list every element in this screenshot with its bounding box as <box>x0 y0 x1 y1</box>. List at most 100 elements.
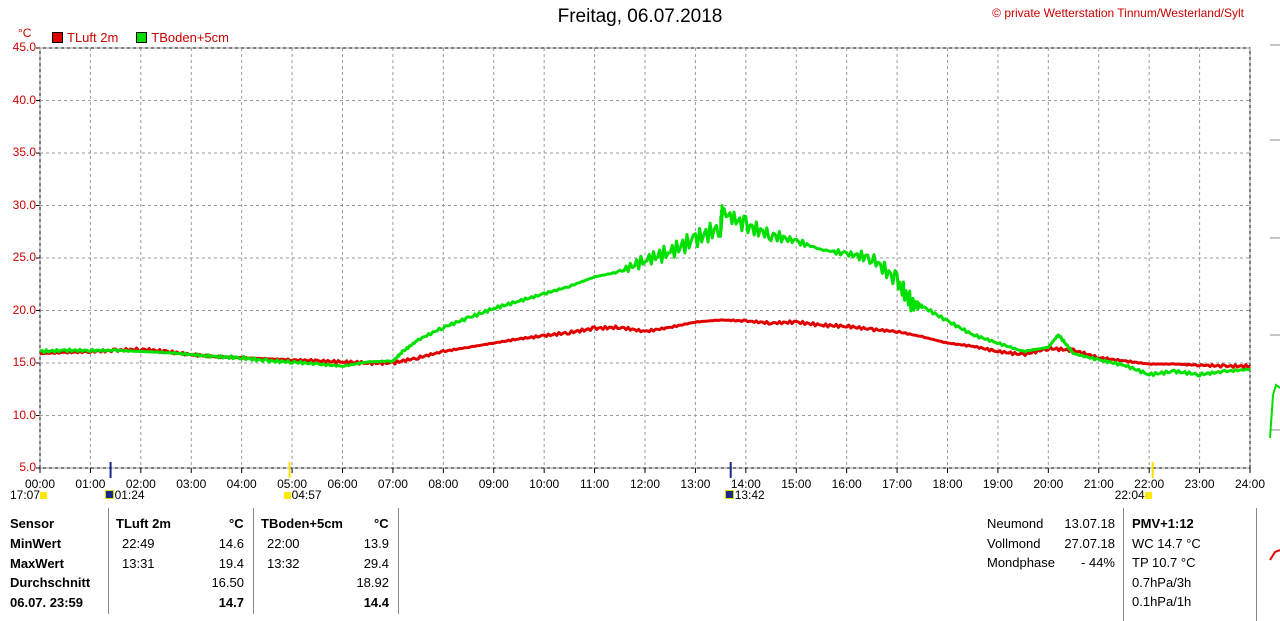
legend-swatch-green <box>136 32 148 43</box>
x-tick-label: 06:00 <box>327 477 358 491</box>
time-marker: 17:07 <box>10 488 48 502</box>
y-axis-unit: °C <box>18 26 32 40</box>
pmv-line: WC 14.7 °C <box>1132 535 1201 551</box>
table-divider <box>108 508 109 614</box>
time-marker-label: 13:42 <box>734 488 765 502</box>
header-sensor: Sensor <box>10 516 55 531</box>
x-tick-label: 09:00 <box>478 477 509 491</box>
x-tick-label: 22:00 <box>1134 477 1165 491</box>
time-marker: 13:42 <box>724 488 765 502</box>
x-tick-label: 15:00 <box>781 477 812 491</box>
x-tick-label: 20:00 <box>1033 477 1064 491</box>
time-marker: 04:57 <box>283 488 322 502</box>
tboden-time: 13:32 <box>267 555 300 571</box>
row-label: Durchschnitt <box>10 575 91 590</box>
moon-value: - 44% <box>1081 555 1115 570</box>
time-marker-label: 17:07 <box>10 488 41 502</box>
table-divider <box>1256 508 1257 621</box>
table-divider <box>253 508 254 614</box>
moon-value: 13.07.18 <box>1064 516 1115 531</box>
tluft-value: 14.7 <box>218 594 244 610</box>
stats-table: Sensor TLuft 2m °C TBoden+5cm °C MinWert… <box>0 508 1280 621</box>
tluft-time: 22:49 <box>122 536 155 551</box>
x-tick-label: 00:00 <box>24 477 56 491</box>
header-tluft-unit: °C <box>229 516 244 531</box>
row-label: MinWert <box>10 536 62 551</box>
tluft-value: 16.50 <box>211 575 244 590</box>
table-divider <box>398 508 399 614</box>
time-marker: 22:04 <box>1115 488 1153 502</box>
legend-item-tboden: TBoden+5cm <box>136 30 229 45</box>
moon-label: Mondphase <box>987 555 1055 570</box>
x-tick-label: 07:00 <box>377 477 408 491</box>
moon-value: 27.07.18 <box>1064 535 1115 551</box>
moon-label: Vollmond <box>987 535 1041 551</box>
sun-icon <box>1144 492 1152 499</box>
time-marker-label: 04:57 <box>291 488 322 502</box>
moon-icon <box>724 490 734 499</box>
sun-icon <box>283 492 291 499</box>
y-tick-label: 30.0 <box>12 197 36 212</box>
x-tick-label: 03:00 <box>176 477 207 491</box>
x-tick-label: 17:00 <box>882 477 913 491</box>
tboden-value: 13.9 <box>363 536 389 551</box>
y-tick-label: 45.0 <box>12 40 36 54</box>
y-tick-label: 10.0 <box>12 407 36 422</box>
tluft-value: 14.6 <box>218 536 244 551</box>
legend: TLuft 2m TBoden+5cm <box>52 30 229 45</box>
moon-icon <box>104 490 114 499</box>
row-label: 06.07. 23:59 <box>10 594 84 610</box>
x-tick-label: 04:00 <box>226 477 257 491</box>
series-line-tboden <box>39 204 1251 378</box>
x-tick-label: 01:00 <box>75 477 106 491</box>
header-tboden: TBoden+5cm <box>261 516 343 531</box>
y-tick-label: 25.0 <box>12 250 36 264</box>
x-tick-label: 13:00 <box>680 477 711 491</box>
moon-label: Neumond <box>987 516 1044 531</box>
legend-label-tboden: TBoden+5cm <box>151 30 229 45</box>
pmv-line: 0.1hPa/1h <box>1132 594 1192 609</box>
tboden-time: 22:00 <box>267 536 300 551</box>
x-tick-label: 19:00 <box>982 477 1013 491</box>
edge-fragment-red <box>1269 549 1280 561</box>
legend-item-tluft: TLuft 2m <box>52 30 118 45</box>
time-marker: 01:24 <box>104 488 145 502</box>
x-tick-label: 16:00 <box>831 477 862 491</box>
y-tick-label: 5.0 <box>19 460 36 474</box>
time-marker-label: 01:24 <box>114 488 145 502</box>
x-tick-label: 23:00 <box>1184 477 1215 491</box>
y-tick-label: 35.0 <box>12 145 36 159</box>
x-tick-label: 05:00 <box>277 477 308 491</box>
pmv-line: TP 10.7 °C <box>1132 555 1196 570</box>
pmv-line: PMV+1:12 <box>1132 516 1194 531</box>
sun-icon <box>40 492 48 499</box>
x-tick-label: 14:00 <box>730 477 761 491</box>
pmv-line: 0.7hPa/3h <box>1132 574 1192 590</box>
legend-label-tluft: TLuft 2m <box>67 30 119 45</box>
row-label: MaxWert <box>10 555 64 571</box>
legend-swatch-red <box>52 32 63 43</box>
x-tick-label: 02:00 <box>125 477 156 491</box>
tboden-value: 29.4 <box>363 555 389 571</box>
time-marker-label: 22:04 <box>1114 488 1145 502</box>
header-tboden-unit: °C <box>374 516 389 531</box>
y-tick-label: 20.0 <box>12 302 36 317</box>
table-divider <box>1123 508 1124 621</box>
tboden-value: 14.4 <box>363 594 389 610</box>
y-tick-label: 40.0 <box>12 92 36 107</box>
copyright-notice: © private Wetterstation Tinnum/Westerlan… <box>992 6 1244 20</box>
header-tluft: TLuft 2m <box>116 516 171 531</box>
x-tick-label: 08:00 <box>428 477 459 491</box>
tluft-value: 19.4 <box>218 555 244 571</box>
y-tick-label: 15.0 <box>12 355 36 369</box>
x-tick-label: 21:00 <box>1083 477 1114 491</box>
x-tick-label: 12:00 <box>629 477 661 491</box>
tluft-time: 13:31 <box>122 555 155 571</box>
tboden-value: 18.92 <box>356 575 389 590</box>
x-tick-label: 10:00 <box>529 477 560 491</box>
edge-fragment-green <box>1269 383 1280 439</box>
x-tick-label: 11:00 <box>580 477 610 491</box>
page-title: Freitag, 06.07.2018 <box>557 6 723 27</box>
x-tick-label: 24:00 <box>1234 477 1266 491</box>
